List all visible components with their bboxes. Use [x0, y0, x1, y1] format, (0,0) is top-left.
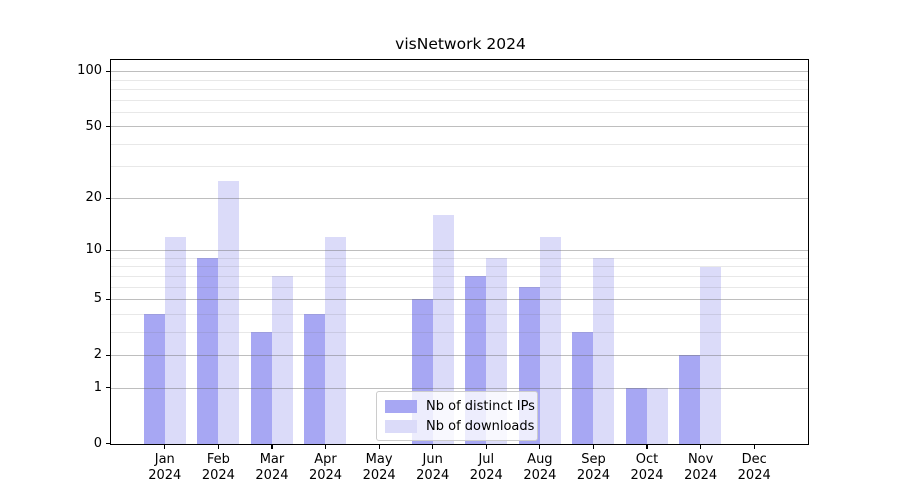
- y-tick-label-2: 2: [93, 347, 102, 363]
- x-tick-mark-feb: [217, 445, 219, 449]
- gridline-major-2: [111, 354, 808, 356]
- x-tick-mark-sep: [592, 445, 595, 449]
- legend: Nb of distinct IPs Nb of downloads: [376, 391, 538, 441]
- y-tick-mark-1: [106, 387, 110, 389]
- bar-downloads-oct: [646, 388, 668, 444]
- x-tick-mark-may: [378, 445, 380, 449]
- bar-downloads-jan: [164, 237, 186, 444]
- legend-label-distinct-ips: Nb of distinct IPs: [426, 398, 535, 414]
- x-tick-label-jan: Jan 2024: [148, 452, 182, 483]
- x-tick-label-oct: Oct 2024: [630, 452, 664, 483]
- gridline-major-10: [111, 250, 808, 252]
- x-tick-label-feb: Feb 2024: [201, 452, 235, 483]
- x-tick-mark-aug: [539, 445, 541, 449]
- gridline-minor-70: [111, 99, 808, 101]
- bar-distinct-ips-feb: [197, 258, 219, 444]
- y-tick-label-100: 100: [77, 63, 102, 79]
- bar-distinct-ips-nov: [679, 355, 701, 444]
- x-tick-label-jun: Jun 2024: [416, 452, 450, 483]
- bar-downloads-nov: [700, 266, 722, 444]
- bar-downloads-aug: [539, 237, 561, 444]
- y-tick-mark-5: [106, 298, 110, 300]
- plot-area: Nb of distinct IPs Nb of downloads: [110, 59, 809, 445]
- legend-item-downloads: Nb of downloads: [385, 416, 534, 436]
- gridline-minor-40: [111, 143, 808, 145]
- gridline-minor-4: [111, 313, 808, 315]
- gridline-minor-30: [111, 166, 808, 168]
- x-tick-mark-jan: [164, 445, 166, 449]
- legend-item-distinct-ips: Nb of distinct IPs: [385, 396, 535, 416]
- bar-downloads-sep: [593, 258, 615, 444]
- x-tick-label-nov: Nov 2024: [684, 452, 718, 483]
- x-tick-mark-jul: [485, 445, 487, 449]
- y-tick-label-1: 1: [93, 379, 102, 395]
- x-tick-label-apr: Apr 2024: [308, 452, 343, 483]
- x-tick-label-sep: Sep 2024: [576, 452, 610, 483]
- y-tick-label-20: 20: [85, 190, 102, 206]
- y-tick-mark-10: [106, 249, 110, 251]
- x-tick-mark-apr: [324, 445, 327, 449]
- y-tick-mark-0: [106, 443, 110, 445]
- y-tick-label-50: 50: [85, 118, 102, 134]
- bar-distinct-ips-mar: [250, 332, 272, 444]
- x-tick-mark-jun: [432, 445, 434, 449]
- bar-downloads-jun: [432, 215, 454, 444]
- x-tick-mark-oct: [646, 445, 648, 449]
- gridline-major-100: [111, 71, 808, 73]
- bar-downloads-mar: [271, 276, 293, 444]
- y-tick-mark-2: [106, 354, 110, 356]
- gridline-minor-7: [111, 275, 808, 277]
- gridline-major-1: [111, 387, 808, 389]
- gridline-major-5: [111, 299, 808, 300]
- bar-downloads-feb: [218, 181, 240, 444]
- x-tick-label-dec: Dec 2024: [737, 452, 771, 483]
- bar-distinct-ips-oct: [625, 388, 647, 444]
- x-tick-mark-dec: [753, 445, 755, 449]
- y-tick-label-10: 10: [85, 242, 102, 258]
- gridline-minor-90: [111, 79, 808, 81]
- gridline-major-50: [111, 126, 808, 128]
- gridline-minor-9: [111, 257, 808, 259]
- y-tick-label-0: 0: [93, 435, 102, 451]
- x-tick-mark-nov: [700, 445, 702, 449]
- y-tick-mark-20: [106, 197, 110, 199]
- y-tick-label-5: 5: [93, 291, 102, 307]
- gridline-minor-8: [111, 266, 808, 268]
- gridline-minor-80: [111, 88, 808, 90]
- x-tick-label-aug: Aug 2024: [523, 452, 557, 483]
- bar-distinct-ips-apr: [304, 314, 326, 444]
- gridline-minor-60: [111, 111, 808, 113]
- y-tick-mark-100: [106, 70, 110, 72]
- y-tick-mark-50: [106, 125, 110, 128]
- chart-title: visNetwork 2024: [395, 35, 526, 53]
- bar-distinct-ips-jan: [143, 314, 165, 444]
- x-tick-mark-mar: [271, 445, 273, 449]
- x-tick-label-mar: Mar 2024: [255, 452, 289, 483]
- legend-swatch-downloads: [385, 419, 417, 433]
- x-tick-label-may: May 2024: [362, 452, 396, 483]
- x-tick-label-jul: Jul 2024: [469, 452, 503, 483]
- bar-downloads-apr: [325, 237, 347, 444]
- gridline-minor-6: [111, 286, 808, 288]
- bar-distinct-ips-sep: [572, 332, 594, 444]
- legend-swatch-distinct-ips: [385, 399, 417, 413]
- legend-label-downloads: Nb of downloads: [426, 418, 535, 434]
- gridline-minor-3: [111, 331, 808, 333]
- gridline-major-20: [111, 197, 808, 199]
